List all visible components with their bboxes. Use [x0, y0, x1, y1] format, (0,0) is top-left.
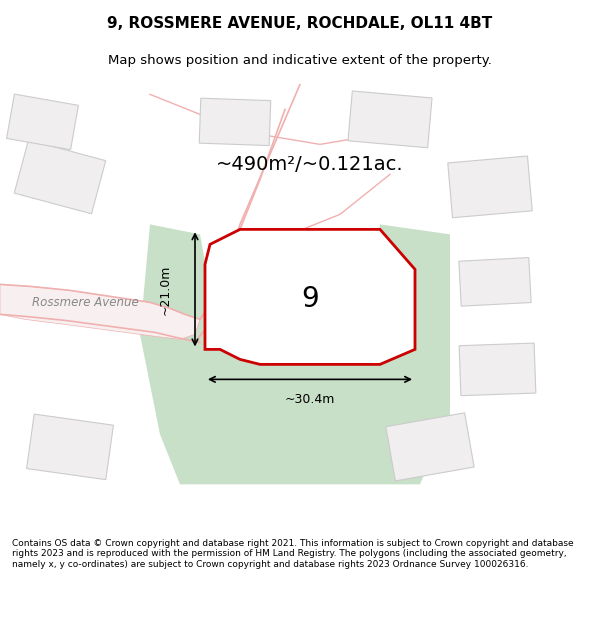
Bar: [386, 413, 474, 481]
Text: 9, ROSSMERE AVENUE, ROCHDALE, OL11 4BT: 9, ROSSMERE AVENUE, ROCHDALE, OL11 4BT: [107, 16, 493, 31]
Polygon shape: [140, 224, 450, 484]
Bar: [14, 140, 106, 214]
Bar: [199, 98, 271, 146]
Text: ~30.4m: ~30.4m: [285, 393, 335, 406]
Bar: [348, 91, 432, 148]
Text: 9: 9: [301, 286, 319, 313]
Polygon shape: [205, 229, 415, 364]
Text: Rossmere Avenue: Rossmere Avenue: [32, 296, 139, 309]
Bar: [459, 343, 536, 396]
Polygon shape: [0, 284, 200, 339]
Bar: [448, 156, 532, 218]
Text: Contains OS data © Crown copyright and database right 2021. This information is : Contains OS data © Crown copyright and d…: [12, 539, 574, 569]
Bar: [459, 258, 531, 306]
Bar: [26, 414, 113, 479]
Text: ~490m²/~0.121ac.: ~490m²/~0.121ac.: [216, 155, 404, 174]
Text: ~21.0m: ~21.0m: [158, 264, 172, 314]
Text: Map shows position and indicative extent of the property.: Map shows position and indicative extent…: [108, 54, 492, 68]
Bar: [7, 94, 79, 149]
